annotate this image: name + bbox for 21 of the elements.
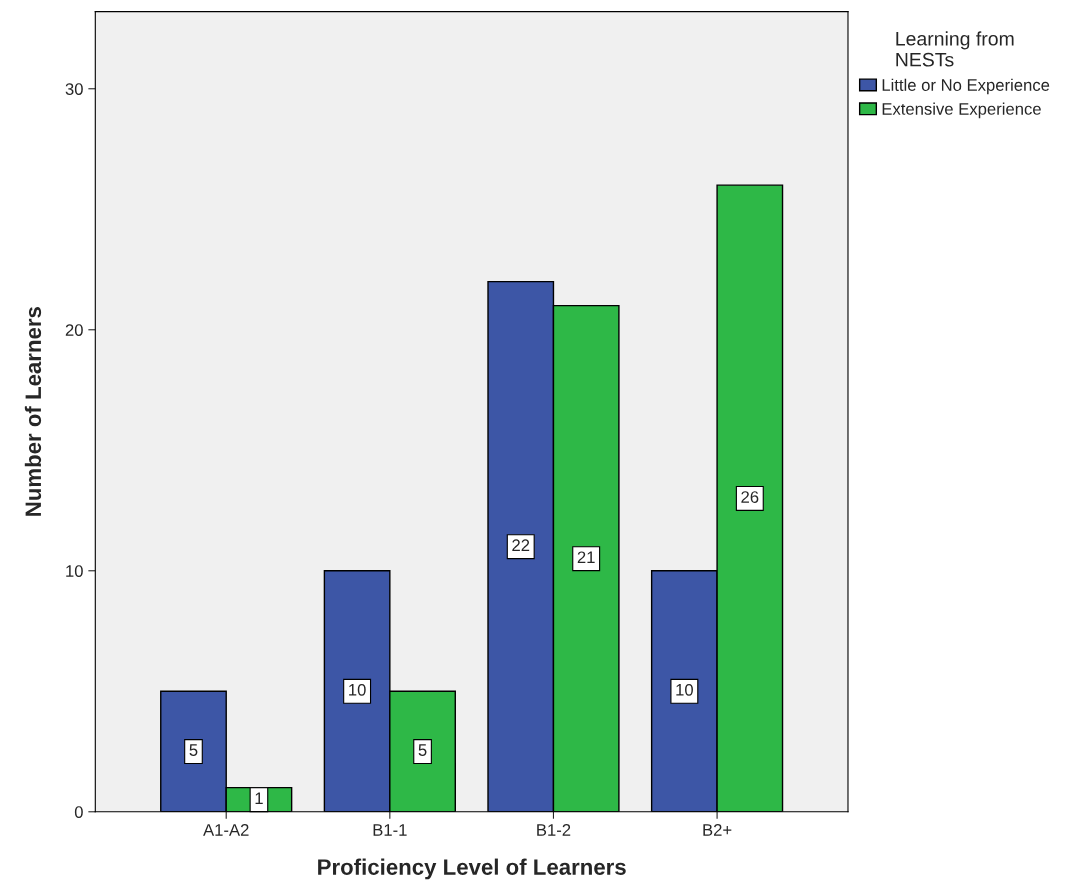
y-tick-label: 0 xyxy=(74,806,83,818)
data-label: 22 xyxy=(512,539,530,551)
x-axis-title: Proficiency Level of Learners xyxy=(318,858,626,880)
x-tick-label: B1-2 xyxy=(537,824,571,836)
y-tick-label: 20 xyxy=(65,324,83,336)
legend-label: Little or No Experience xyxy=(882,78,1050,95)
x-tick-label: B1-1 xyxy=(373,824,407,836)
legend-title: Learning from NESTs xyxy=(896,31,1014,67)
x-tick-label: B2+ xyxy=(703,824,732,836)
data-label: 10 xyxy=(349,683,366,696)
y-tick-label: 30 xyxy=(65,83,83,95)
data-label: 10 xyxy=(676,683,693,696)
data-label: 5 xyxy=(418,744,427,756)
data-label: 5 xyxy=(189,744,198,756)
y-tick-label: 10 xyxy=(66,565,83,577)
data-label: 1 xyxy=(255,792,263,805)
data-label: 21 xyxy=(577,551,595,564)
data-label: 26 xyxy=(741,491,759,503)
x-tick-label: A1-A2 xyxy=(203,824,249,836)
y-axis-title: Number of Learners xyxy=(24,307,42,516)
legend-label: Extensive Experience xyxy=(882,102,1041,119)
